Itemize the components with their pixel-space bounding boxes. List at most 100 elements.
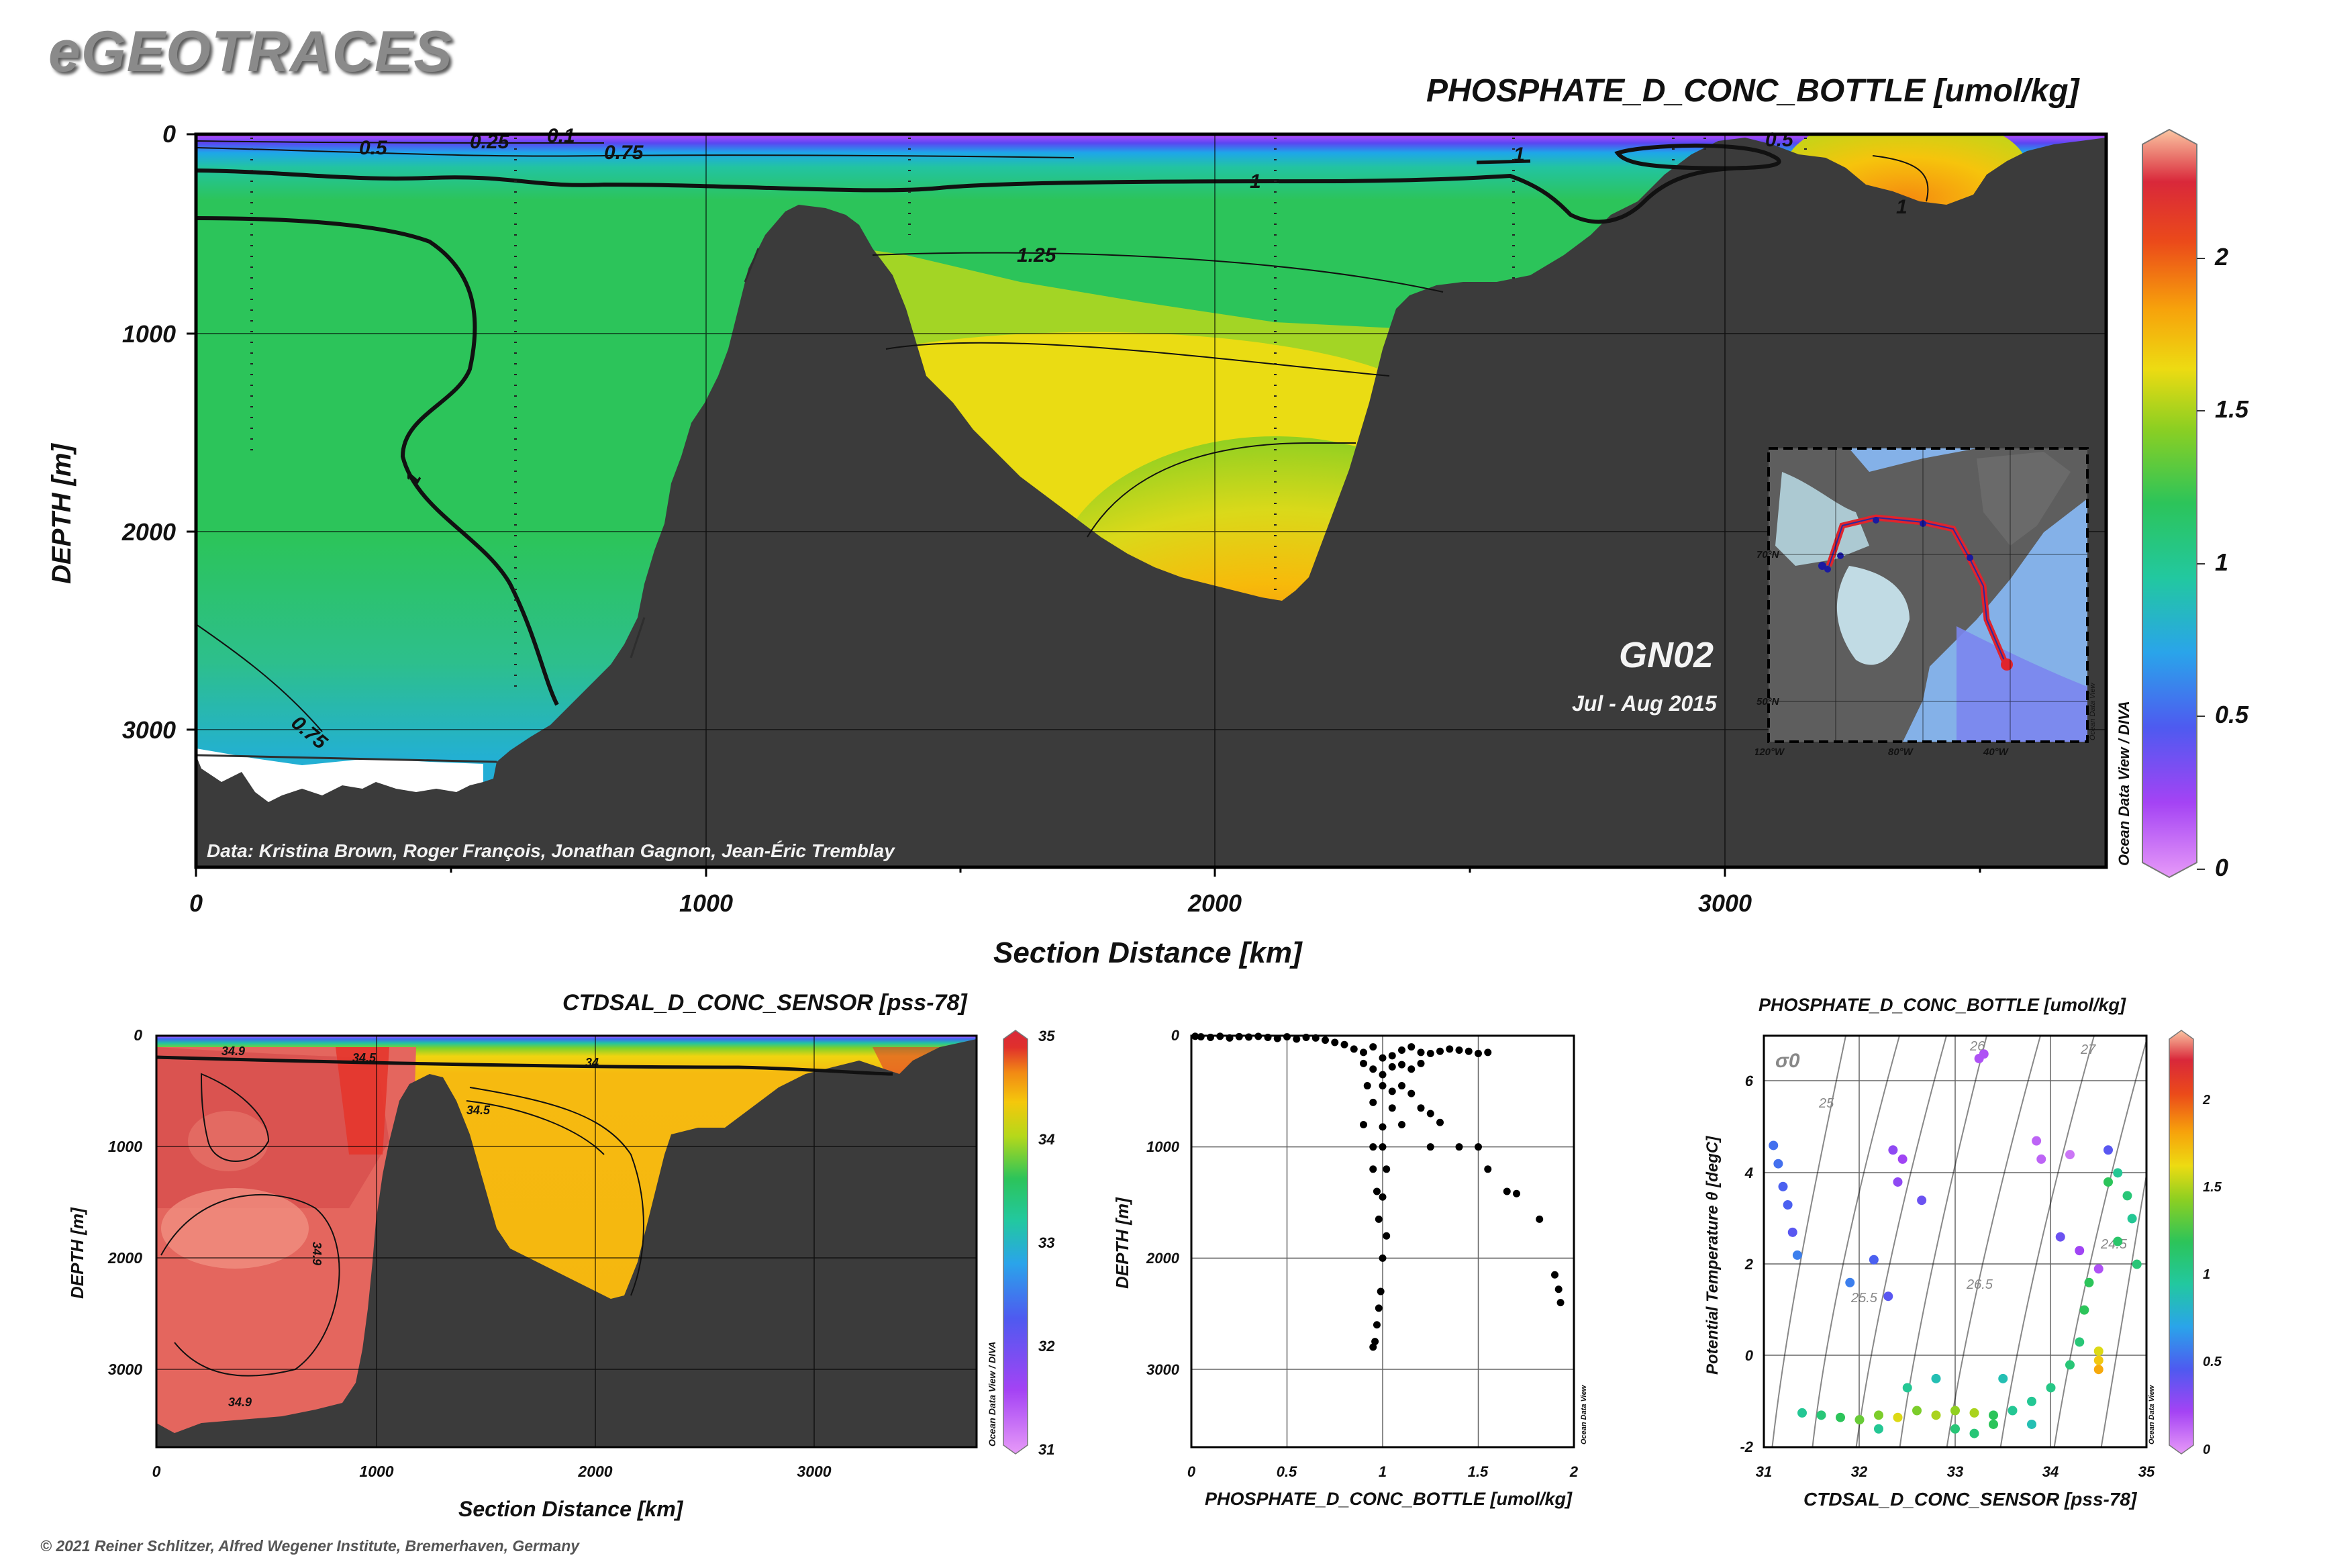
profile-point [1556, 1299, 1565, 1307]
contour-label-1: 1 [1250, 170, 1261, 193]
brand-logo: eGEOTRACES [48, 19, 453, 84]
x-tick-0: 0 [189, 889, 203, 917]
iso-label-26-5: 26.5 [1966, 1277, 1993, 1292]
cbar-tick-0-5: 0.5 [2215, 701, 2249, 728]
profile-point [1379, 1123, 1387, 1131]
sal-x-tick-1000: 1000 [359, 1463, 393, 1480]
station-lines [250, 138, 1807, 691]
map-lon-80: 80°W [1888, 746, 1914, 758]
contour-label-1-shelf: 1 [1514, 144, 1525, 166]
ts-point [2122, 1191, 2132, 1201]
ts-points [1769, 1049, 2142, 1438]
ts-point [2036, 1154, 2046, 1164]
profile-point [1398, 1046, 1405, 1055]
ts-y-tick--2: -2 [1740, 1438, 1753, 1455]
ts-point [1950, 1424, 1960, 1434]
ts-point [1778, 1181, 1788, 1191]
profile-point [1375, 1215, 1383, 1223]
ts-point [2046, 1383, 2056, 1393]
ts-point [1979, 1049, 1989, 1059]
iso-label-25-5: 25.5 [1850, 1291, 1878, 1306]
ts-point [2113, 1168, 2123, 1178]
ts-point [1969, 1408, 1979, 1418]
sal-cbar-31: 31 [1038, 1441, 1054, 1458]
ts-point [2103, 1177, 2113, 1187]
ts-point [1917, 1195, 1927, 1206]
ts-point [2103, 1145, 2113, 1155]
sal-y-tick-3000: 3000 [108, 1361, 142, 1378]
ts-point [2027, 1419, 2036, 1429]
ts-point [1787, 1227, 1797, 1237]
inset-map: 70°N 50°N 120°W 80°W 40°W Ocean Data Vie… [1755, 447, 2097, 758]
profile-point [1371, 1338, 1379, 1346]
ts-point [1998, 1373, 2008, 1383]
map-lon-40: 40°W [1983, 746, 2010, 758]
y-tick-0: 0 [162, 120, 176, 148]
profile-point [1455, 1143, 1463, 1151]
profile-point [1369, 1065, 1377, 1073]
ts-chart-title: PHOSPHATE_D_CONC_BOTTLE [umol/kg] [1759, 995, 2126, 1015]
profile-point [1554, 1285, 1563, 1293]
profile-point [1398, 1061, 1405, 1069]
sal-contour-34-9-c: 34.9 [228, 1395, 252, 1409]
sal-y-tick-1000: 1000 [108, 1138, 142, 1155]
ts-cbar-1-5: 1.5 [2203, 1180, 2222, 1195]
ts-y-axis-label: Potential Temperature θ [degC] [1703, 1136, 1722, 1375]
sal-colorbar: 35 34 33 32 31 [1003, 1028, 1055, 1458]
profile-point [1369, 1098, 1377, 1106]
data-credit: Data: Kristina Brown, Roger François, Jo… [207, 840, 895, 861]
profile-point [1377, 1287, 1385, 1295]
sal-y-tick-2000: 2000 [107, 1249, 142, 1267]
ts-x-tick-33: 33 [1947, 1463, 1963, 1480]
profile-point [1369, 1165, 1377, 1173]
profile-point [1369, 1143, 1377, 1151]
map-lon-120: 120°W [1755, 746, 1785, 758]
cruise-dates: Jul - Aug 2015 [1572, 691, 1717, 716]
profile-point [1379, 1193, 1387, 1201]
ts-point [1845, 1277, 1855, 1287]
main-x-axis-label: Section Distance [km] [993, 936, 1302, 969]
ts-point [2032, 1136, 2042, 1146]
ts-point [1989, 1419, 1998, 1429]
sal-x-tick-3000: 3000 [797, 1463, 831, 1480]
ts-point [2093, 1355, 2103, 1365]
ts-point [1893, 1177, 1903, 1187]
profile-point [1322, 1036, 1329, 1044]
sal-cbar-33: 33 [1038, 1234, 1054, 1251]
main-contours [195, 140, 1929, 732]
y-tick-1000: 1000 [122, 320, 176, 348]
contour-label-1-ridge: 1 [1896, 196, 1908, 218]
sal-x-tick-2000: 2000 [577, 1463, 612, 1480]
iso-label-27: 27 [2080, 1042, 2096, 1057]
isopycnals [1771, 1036, 2146, 1447]
ts-point [1783, 1200, 1793, 1210]
map-odv-credit: Ocean Data View [2089, 683, 2097, 740]
prof-y-tick-3000: 3000 [1146, 1361, 1180, 1378]
profile-point [1536, 1215, 1544, 1223]
ts-point [2075, 1337, 2085, 1347]
profile-point [1417, 1048, 1425, 1057]
ts-point [1969, 1428, 1979, 1438]
ts-point [1869, 1255, 1879, 1265]
iso-label-25: 25 [1818, 1096, 1834, 1111]
profile-point [1436, 1047, 1444, 1055]
ts-point [1883, 1291, 1893, 1302]
ts-point [1931, 1373, 1941, 1383]
profile-point [1398, 1121, 1405, 1129]
profile-point [1379, 1254, 1387, 1262]
sigma-label: σ0 [1775, 1050, 1800, 1072]
ts-point [2065, 1360, 2075, 1370]
profile-point [1455, 1046, 1463, 1055]
profile-point [1446, 1045, 1454, 1053]
profile-point [1513, 1189, 1520, 1197]
ts-odv-credit: Ocean Data View [2148, 1385, 2156, 1444]
y-tick-3000: 3000 [122, 716, 176, 744]
profile-point [1484, 1165, 1492, 1173]
profile-point [1551, 1271, 1558, 1279]
prof-x-tick-1-5: 1.5 [1468, 1463, 1489, 1480]
profile-point [1383, 1165, 1391, 1173]
prof-x-tick-2: 2 [1569, 1463, 1579, 1480]
profile-point [1417, 1059, 1425, 1067]
